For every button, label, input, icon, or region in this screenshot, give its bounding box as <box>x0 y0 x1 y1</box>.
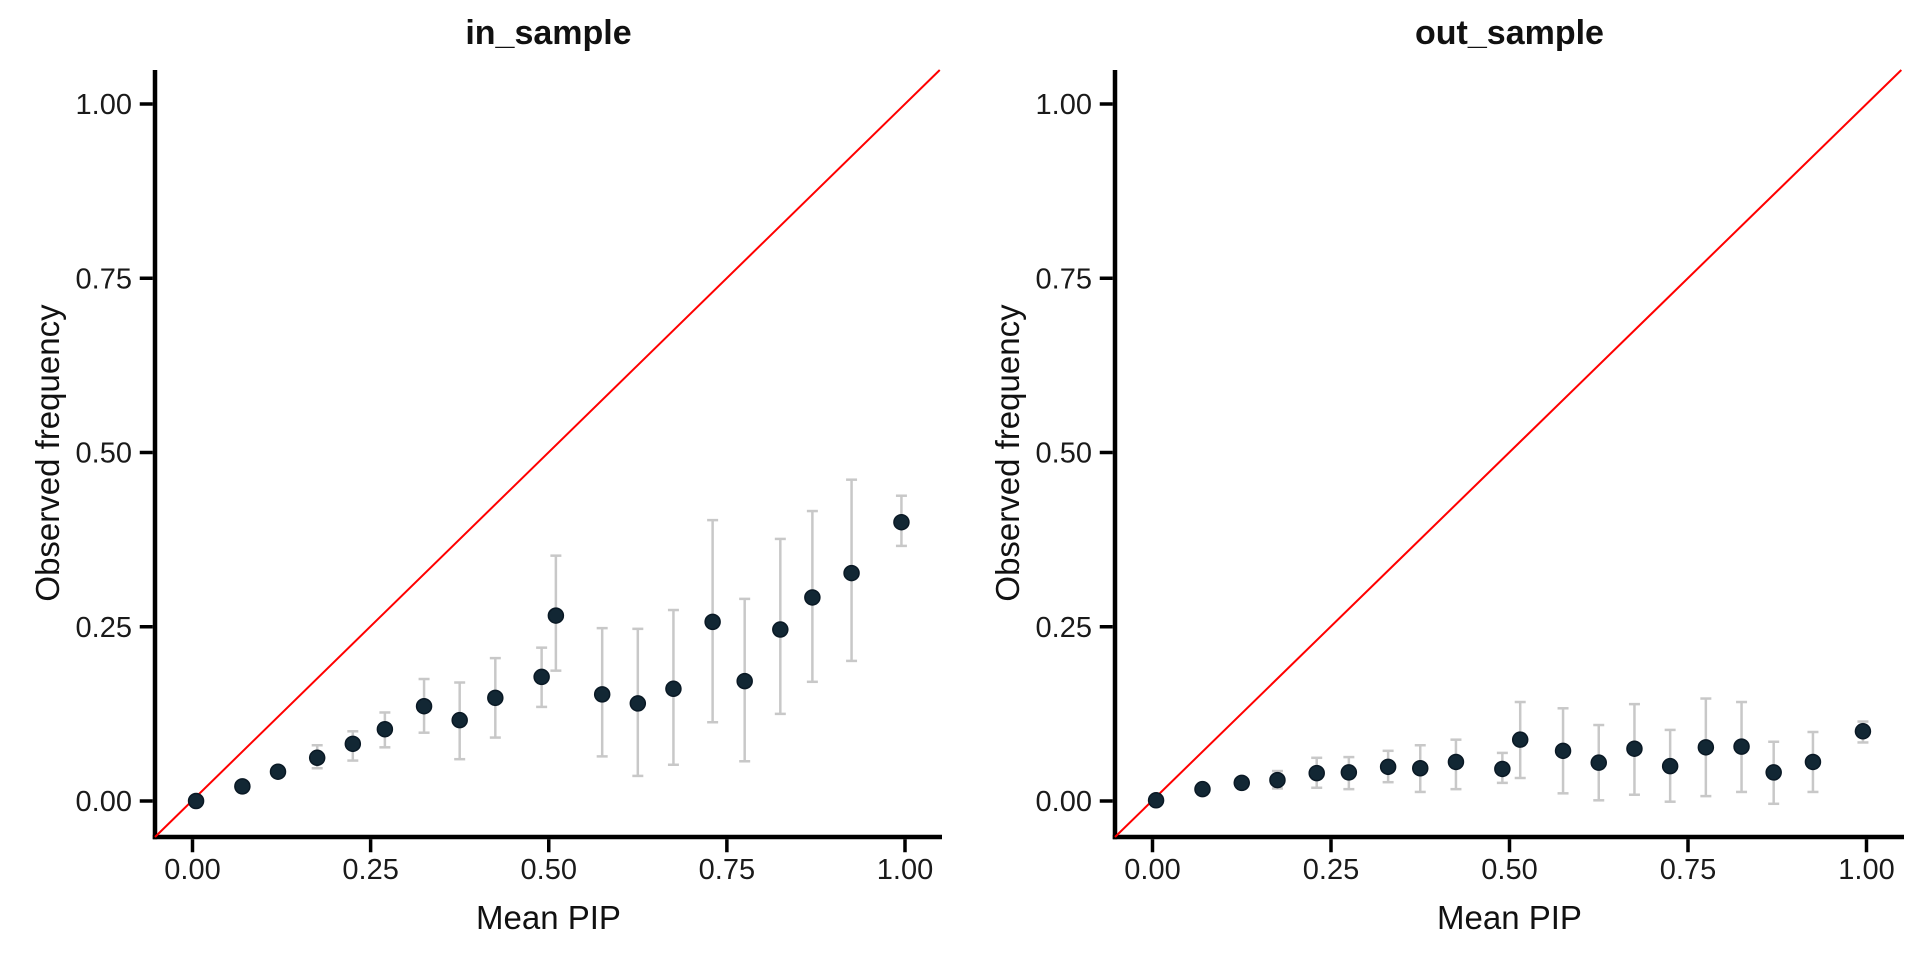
identity-line <box>154 69 941 838</box>
data-point <box>704 613 721 631</box>
data-point <box>1697 739 1715 756</box>
data-point <box>1804 753 1822 771</box>
data-point <box>843 564 860 582</box>
data-point <box>415 697 433 715</box>
data-point <box>1308 764 1325 782</box>
x-axis-title-right: Mean PIP <box>1437 899 1582 936</box>
data-point <box>1733 738 1750 755</box>
data-point <box>234 778 251 795</box>
data-point <box>1412 759 1429 777</box>
x-tick-label: 0.50 <box>1481 854 1537 886</box>
y-tick-label: 1.00 <box>1036 89 1092 121</box>
x-tick-label: 0.00 <box>164 854 220 886</box>
data-point <box>1554 742 1572 760</box>
data-point <box>187 792 205 810</box>
y-tick-label: 0.75 <box>76 263 132 295</box>
x-tick-label: 0.75 <box>699 854 755 886</box>
data-point <box>269 763 287 780</box>
data-point <box>533 668 550 686</box>
data-point <box>487 689 504 707</box>
y-axis-title-right: Observed frequency <box>989 304 1026 602</box>
y-tick-label: 0.25 <box>1036 612 1092 644</box>
data-point <box>1765 764 1782 781</box>
data-point <box>1661 757 1679 775</box>
data-point <box>1447 753 1465 771</box>
data-point <box>451 711 468 729</box>
data-point <box>665 680 682 698</box>
data-point <box>376 720 394 738</box>
data-point <box>547 607 565 624</box>
data-point <box>1854 723 1872 740</box>
data-point <box>308 749 326 767</box>
panel-title-out-sample: out_sample <box>1415 14 1604 52</box>
data-point <box>1340 764 1358 781</box>
data-point <box>772 621 789 638</box>
data-point <box>1269 771 1286 789</box>
data-point <box>1194 780 1211 798</box>
data-point <box>804 589 821 606</box>
data-point <box>1590 754 1607 771</box>
data-point <box>593 686 611 703</box>
y-tick-label: 0.50 <box>1036 438 1092 470</box>
data-point <box>893 513 910 531</box>
data-point <box>1379 758 1397 776</box>
y-tick-label: 0.25 <box>76 612 132 644</box>
y-tick-label: 0.00 <box>76 786 132 818</box>
x-tick-label: 1.00 <box>877 854 933 886</box>
y-tick-label: 0.50 <box>76 438 132 470</box>
data-point <box>1511 731 1529 748</box>
data-point <box>1233 774 1250 792</box>
data-point <box>1147 792 1165 809</box>
identity-line <box>1114 69 1903 838</box>
panel-title-in-sample: in_sample <box>465 14 632 52</box>
data-point <box>736 672 753 690</box>
y-tick-label: 0.75 <box>1036 263 1092 295</box>
y-axis-title-left: Observed frequency <box>29 304 66 602</box>
x-tick-label: 0.50 <box>521 854 577 886</box>
x-axis-title-left: Mean PIP <box>476 899 621 936</box>
data-point <box>1626 740 1643 757</box>
y-tick-label: 1.00 <box>76 89 132 121</box>
x-tick-label: 0.00 <box>1124 854 1180 886</box>
data-point <box>1494 760 1511 778</box>
x-tick-label: 0.25 <box>342 854 398 886</box>
x-tick-label: 0.75 <box>1660 854 1716 886</box>
x-tick-label: 1.00 <box>1838 854 1894 886</box>
y-tick-label: 0.00 <box>1036 786 1092 818</box>
data-point <box>344 735 362 753</box>
x-tick-label: 0.25 <box>1303 854 1359 886</box>
data-point <box>629 695 647 712</box>
